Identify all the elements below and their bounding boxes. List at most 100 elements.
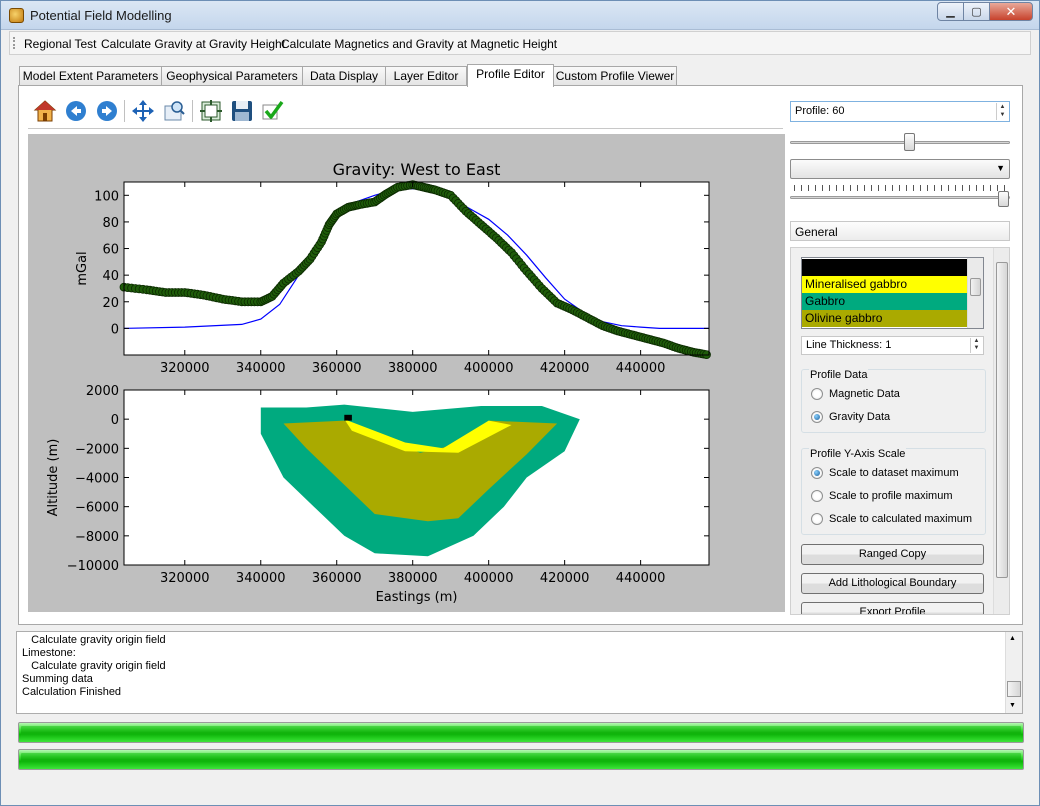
log-line: Calculation Finished — [22, 686, 122, 698]
minimize-button[interactable]: ▁ — [937, 2, 964, 21]
toolbar-separator — [124, 100, 125, 122]
radio-scale-profile[interactable]: Scale to profile maximum — [811, 490, 953, 502]
tab-geophysical[interactable]: Geophysical Parameters — [161, 66, 303, 87]
radio-selected-icon — [811, 411, 823, 423]
layer-list-item[interactable]: Olivine gabbro — [802, 310, 967, 327]
spin-arrows-icon[interactable]: ▲ ▼ — [996, 103, 1008, 120]
progress-bar-2 — [18, 749, 1024, 770]
section-x-tick-label: 320000 — [160, 571, 210, 586]
settings-scrollbar[interactable] — [993, 248, 1009, 614]
forward-arrow-icon[interactable] — [94, 98, 120, 124]
section-x-tick-label: 380000 — [388, 571, 438, 586]
yaxis-scale-title: Profile Y-Axis Scale — [809, 448, 907, 460]
radio-selected-icon — [811, 467, 823, 479]
radio-label: Scale to calculated maximum — [829, 513, 973, 525]
pan-icon[interactable] — [130, 98, 156, 124]
menu-calc-gravity[interactable]: Calculate Gravity at Gravity Height — [101, 37, 286, 51]
section-layer-mineralised-gabbro — [344, 419, 512, 453]
gravity-x-tick-label: 340000 — [236, 361, 286, 376]
gravity-x-tick-label: 320000 — [160, 361, 210, 376]
profile-spinbox[interactable]: Profile: 60 ▲ ▼ — [790, 101, 1010, 122]
close-button[interactable]: ✕ — [989, 2, 1033, 21]
tab-layer-editor[interactable]: Layer Editor — [385, 66, 467, 87]
gravity-x-tick-label: 380000 — [388, 361, 438, 376]
section-y-tick-label: −10000 — [67, 559, 119, 574]
radio-scale-dataset[interactable]: Scale to dataset maximum — [811, 467, 959, 479]
log-scrollbar[interactable]: ▲ ▼ — [1005, 632, 1022, 713]
configure-subplots-icon[interactable] — [198, 98, 224, 124]
menu-bar: Regional Test Calculate Gravity at Gravi… — [9, 31, 1031, 55]
layer-select-dropdown[interactable]: ▼ — [790, 159, 1010, 179]
settings-scroll-area: Mineralised gabbro Gabbro Olivine gabbro L… — [790, 247, 1010, 615]
ranged-copy-button[interactable]: Ranged Copy — [801, 544, 984, 565]
gravity-y-tick-label: 80 — [102, 216, 119, 231]
toolbar-grip[interactable] — [13, 37, 15, 49]
log-output[interactable]: Calculate gravity origin field Limestone… — [16, 631, 1023, 714]
scroll-up-icon[interactable]: ▲ — [1009, 635, 1016, 642]
general-section-header[interactable]: General — [790, 221, 1010, 241]
profile-data-title: Profile Data — [809, 369, 869, 381]
zoom-icon[interactable] — [161, 98, 187, 124]
section-y-tick-label: −4000 — [75, 472, 119, 487]
gravity-y-tick-label: 100 — [94, 189, 119, 204]
section-x-tick-label: 420000 — [540, 571, 590, 586]
profile-slider-track[interactable] — [790, 141, 1010, 144]
radio-label: Scale to dataset maximum — [829, 467, 959, 479]
window-title: Potential Field Modelling — [30, 8, 172, 23]
radio-icon — [811, 388, 823, 400]
gravity-y-axis-label: mGal — [75, 251, 90, 285]
profile-plots: 320000 340000 360000 380000 400000 420000 4400… — [46, 160, 711, 605]
layer-list[interactable]: Mineralised gabbro Gabbro Olivine gabbro — [801, 257, 984, 329]
menu-regional-test[interactable]: Regional Test — [24, 37, 97, 51]
gravity-y-tick-label: 0 — [111, 322, 119, 337]
export-profile-button[interactable]: Export Profile — [801, 602, 984, 614]
spin-arrows-icon[interactable]: ▲ ▼ — [970, 338, 982, 353]
profile-settings-panel: Profile: 60 ▲ ▼ ▼ General Mineralised gab… — [790, 95, 1012, 615]
back-arrow-icon[interactable] — [63, 98, 89, 124]
scroll-down-icon[interactable]: ▼ — [1009, 702, 1016, 709]
plot-toolbar — [28, 95, 783, 129]
tab-profile-editor[interactable]: Profile Editor — [467, 64, 554, 87]
menu-calc-magnetics[interactable]: Calculate Magnetics and Gravity at Magne… — [281, 37, 558, 51]
layer-list-item[interactable]: Mineralised gabbro — [802, 276, 967, 293]
log-scroll-thumb[interactable] — [1007, 681, 1021, 697]
section-y-tick-label: 0 — [111, 413, 119, 428]
maximize-button[interactable]: ▢ — [963, 2, 990, 21]
gravity-x-tick-label: 400000 — [464, 361, 514, 376]
log-line: Calculate gravity origin field — [22, 634, 166, 646]
save-icon[interactable] — [229, 98, 255, 124]
home-icon[interactable] — [32, 98, 58, 124]
section-x-tick-label: 440000 — [616, 571, 666, 586]
profile-slider-handle[interactable] — [904, 133, 915, 151]
yaxis-scale-group: Profile Y-Axis Scale Scale to dataset ma… — [801, 448, 986, 535]
section-x-tick-label: 340000 — [236, 571, 286, 586]
section-layer-unnamed — [344, 414, 352, 421]
radio-scale-calculated[interactable]: Scale to calculated maximum — [811, 513, 972, 525]
gravity-y-tick-label: 60 — [102, 243, 119, 258]
title-bar[interactable]: Potential Field Modelling ▁ ▢ ✕ — [1, 1, 1039, 30]
tab-data-display[interactable]: Data Display — [302, 66, 386, 87]
layer-list-item[interactable] — [802, 259, 967, 276]
log-line: Calculate gravity origin field — [22, 660, 166, 672]
app-icon — [9, 8, 24, 23]
settings-scroll-thumb[interactable] — [996, 262, 1008, 578]
layer-list-scroll-thumb[interactable] — [970, 278, 981, 296]
apply-check-icon[interactable] — [260, 98, 286, 124]
add-boundary-button[interactable]: Add Lithological Boundary — [801, 573, 984, 594]
opacity-slider-handle[interactable] — [998, 191, 1009, 207]
opacity-slider-track[interactable] — [790, 196, 1010, 199]
line-thickness-spinbox[interactable]: Line Thickness: 1 ▲ ▼ — [801, 336, 984, 355]
radio-gravity-data[interactable]: Gravity Data — [811, 411, 890, 423]
tab-custom-profile[interactable]: Custom Profile Viewer — [553, 66, 677, 87]
layer-list-scrollbar[interactable] — [967, 258, 983, 328]
toolbar-separator — [192, 100, 193, 122]
plot-canvas[interactable]: 320000 340000 360000 380000 400000 420000 4400… — [28, 134, 785, 612]
profile-data-group: Profile Data Magnetic Data Gravity Data — [801, 369, 986, 433]
opacity-slider-ticks — [794, 185, 1006, 191]
layer-list-item[interactable]: Gabbro — [802, 293, 967, 310]
radio-magnetic-data[interactable]: Magnetic Data — [811, 388, 900, 400]
progress-bar-1 — [18, 722, 1024, 743]
gravity-plot-frame — [123, 181, 710, 356]
tab-model-extent[interactable]: Model Extent Parameters — [19, 66, 162, 87]
log-line: Limestone: — [22, 647, 76, 659]
